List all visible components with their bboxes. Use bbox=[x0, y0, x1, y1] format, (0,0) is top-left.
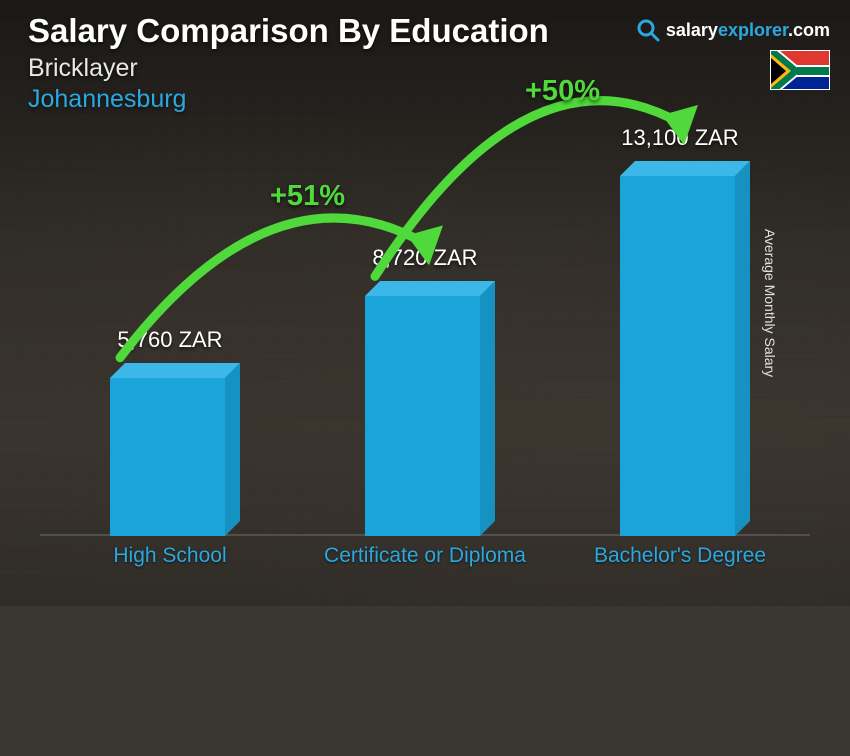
bar-side bbox=[735, 161, 750, 536]
bar-group: 5,760 ZARHigh School bbox=[100, 378, 250, 536]
bar bbox=[620, 176, 750, 536]
bar-group: 13,100 ZARBachelor's Degree bbox=[610, 176, 760, 536]
magnifier-icon bbox=[636, 18, 660, 42]
flag-south-africa bbox=[770, 50, 830, 90]
bar-front bbox=[110, 378, 225, 536]
bar bbox=[365, 296, 495, 536]
brand-block: salaryexplorer.com bbox=[636, 18, 830, 90]
brand-row: salaryexplorer.com bbox=[636, 18, 830, 42]
bar-top bbox=[620, 161, 750, 176]
bar-category-label: High School bbox=[60, 544, 280, 568]
bar-side bbox=[480, 281, 495, 536]
bar-chart: 5,760 ZARHigh School 8,720 ZARCertificate… bbox=[60, 150, 790, 536]
bar-side bbox=[225, 363, 240, 536]
y-axis-label: Average Monthly Salary bbox=[762, 229, 778, 377]
bar-top bbox=[110, 363, 240, 378]
bar-group: 8,720 ZARCertificate or Diploma bbox=[355, 296, 505, 536]
bar-value-label: 13,100 ZAR bbox=[580, 125, 780, 151]
bar-value-label: 8,720 ZAR bbox=[325, 245, 525, 271]
bar-category-label: Bachelor's Degree bbox=[570, 544, 790, 568]
bar-top bbox=[365, 281, 495, 296]
increase-pct-label: +51% bbox=[270, 180, 345, 213]
bar bbox=[110, 378, 240, 536]
brand-text: salaryexplorer.com bbox=[666, 20, 830, 41]
bar-front bbox=[365, 296, 480, 536]
bar-front bbox=[620, 176, 735, 536]
bar-category-label: Certificate or Diploma bbox=[315, 544, 535, 568]
bar-value-label: 5,760 ZAR bbox=[70, 327, 270, 353]
brand-accent: explorer bbox=[718, 20, 788, 40]
brand-suffix: .com bbox=[788, 20, 830, 40]
brand-prefix: salary bbox=[666, 20, 718, 40]
